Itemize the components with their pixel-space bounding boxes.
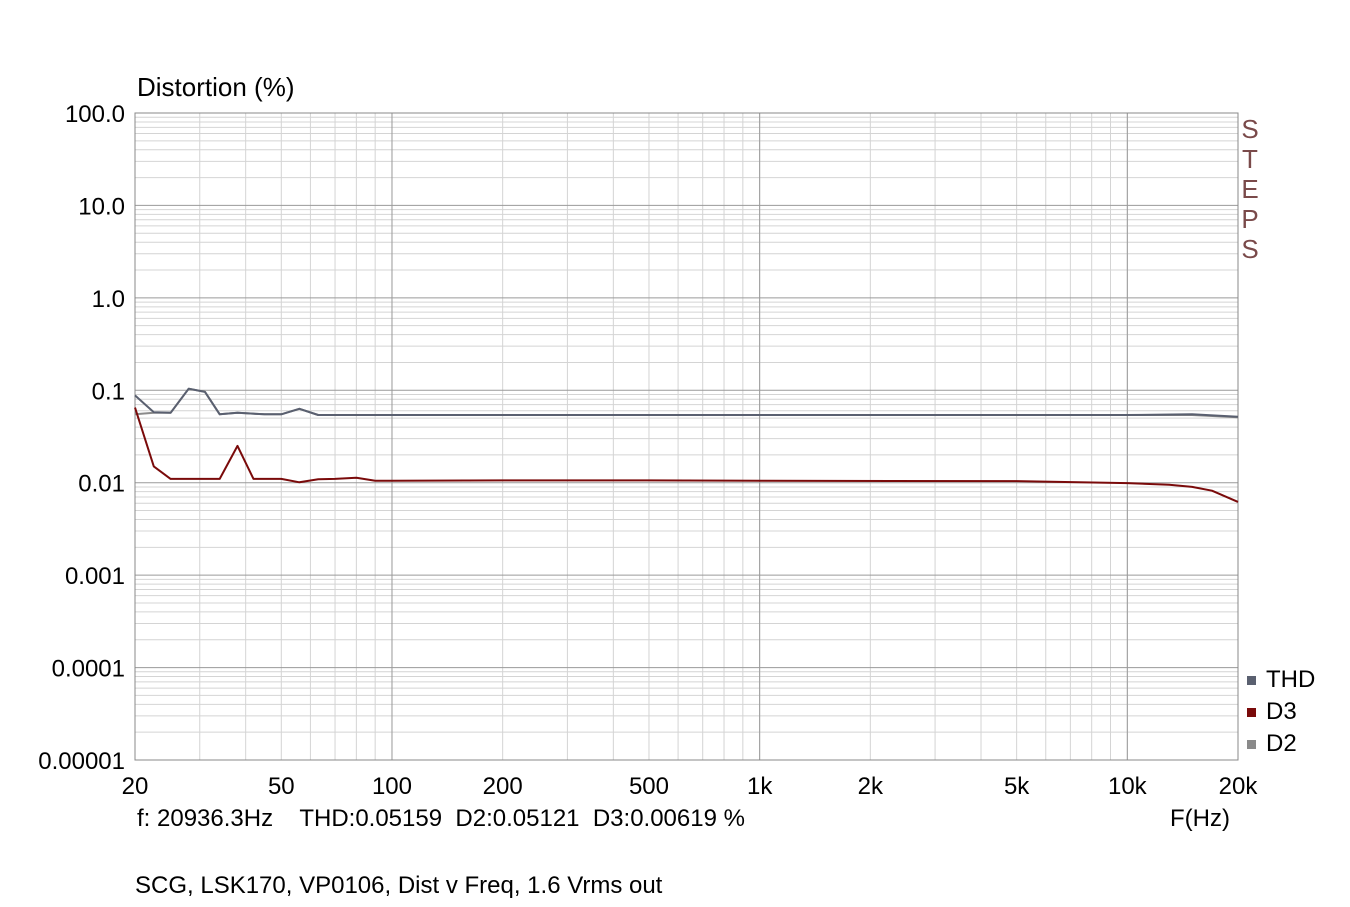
legend-swatch [1247,675,1256,685]
steps-letter: S [1241,114,1259,144]
x-tick-label: 20 [122,773,149,800]
x-tick-label: 100 [372,773,412,800]
x-tick-label: 2k [858,773,884,800]
x-axis-title: F(Hz) [1170,805,1230,832]
legend-swatch [1247,739,1256,749]
x-tick-label: 500 [629,773,669,800]
x-tick-label: 1k [747,773,773,800]
x-tick-label: 50 [268,773,295,800]
steps-letter: P [1241,204,1259,234]
x-tick-label: 5k [1004,773,1030,800]
legend-label: D3 [1266,698,1297,725]
legend-label: D2 [1266,730,1297,757]
steps-watermark: S T E P S [1240,114,1260,264]
y-tick-label: 0.001 [65,563,125,590]
steps-letter: S [1241,234,1259,264]
x-tick-label: 200 [483,773,523,800]
y-axis-title: Distortion (%) [137,72,295,102]
y-tick-label: 0.01 [78,471,125,498]
steps-letter: T [1242,144,1258,174]
x-tick-label: 20k [1219,773,1259,800]
cursor-readout: f: 20936.3Hz THD:0.05159 D2:0.05121 D3:0… [137,805,745,832]
legend-item-d2: D2 [1247,728,1315,760]
legend-item-thd: THD [1247,664,1315,696]
plot-frame [134,112,1239,761]
footer-caption: SCG, LSK170, VP0106, Dist v Freq, 1.6 Vr… [135,872,663,899]
y-tick-label: 100.0 [65,101,125,128]
series-line-d2 [134,387,1239,419]
series-line-thd [134,387,1239,418]
y-tick-label: 10.0 [78,193,125,220]
legend-swatch [1247,707,1256,717]
x-tick-label: 10k [1108,773,1148,800]
y-tick-label: 0.00001 [38,748,125,775]
y-tick-label: 1.0 [92,286,125,313]
legend: THD D3 D2 [1247,664,1315,760]
legend-item-d3: D3 [1247,696,1315,728]
steps-letter: E [1241,174,1259,204]
y-tick-label: 0.1 [92,378,125,405]
y-tick-label: 0.0001 [52,656,125,683]
legend-label: THD [1266,666,1316,693]
series-line-d3 [134,407,1239,503]
